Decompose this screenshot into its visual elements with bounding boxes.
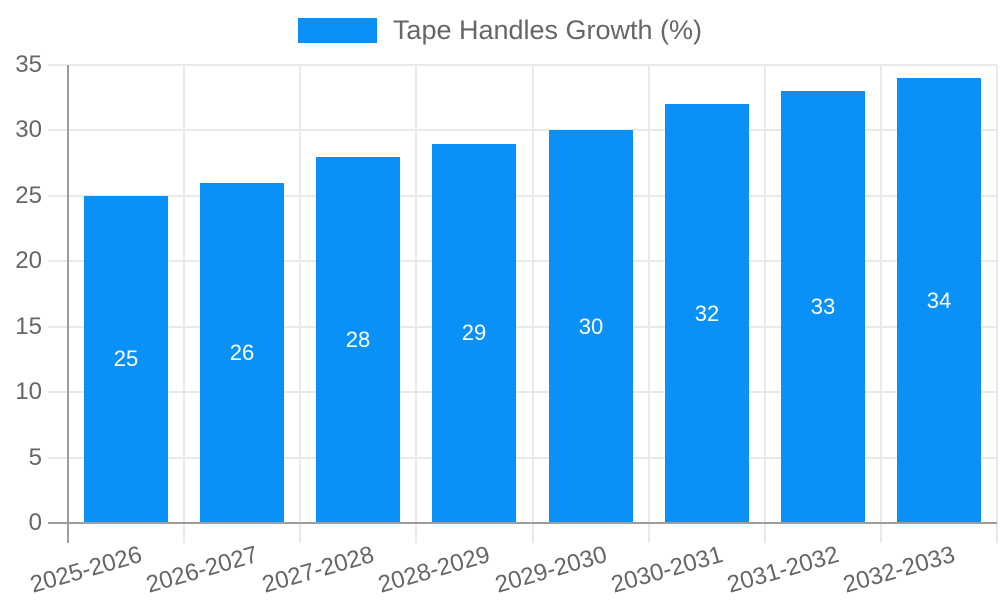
legend-label: Tape Handles Growth (%) [392,15,703,45]
bar-value-label: 28 [345,327,371,352]
gridline-vertical [647,65,650,543]
x-tick-label: 2028-2029 [375,541,494,599]
x-tick-label: 2029-2030 [492,541,611,599]
bar[interactable] [549,130,633,523]
bar[interactable] [897,78,981,523]
x-tick-label: 2030-2031 [608,541,727,599]
gridline-horizontal [48,64,997,66]
gridline-horizontal [48,391,997,394]
gridline-horizontal [48,325,997,328]
gridline-vertical [531,65,534,543]
y-tick-label: 30 [15,116,42,144]
x-tick-label: 2032-2033 [840,541,959,599]
bar-value-label: 30 [578,314,604,339]
bar[interactable] [665,104,749,523]
bar[interactable] [432,143,516,523]
x-axis-line [48,522,997,524]
bar[interactable] [781,91,865,523]
x-tick-label: 2026-2027 [143,541,262,599]
gridline-vertical [299,65,302,543]
gridline-horizontal [48,456,997,459]
y-tick-label: 10 [15,378,42,406]
gridline-vertical [879,65,882,543]
bar[interactable] [84,195,168,523]
gridline-horizontal [48,260,997,263]
gridline-horizontal [48,194,997,197]
x-tick-label: 2027-2028 [259,541,378,599]
bar-value-label: 25 [113,346,139,371]
bar-value-label: 29 [461,320,487,345]
y-tick-label: 15 [15,312,42,340]
gridline-horizontal [48,129,997,132]
y-tick-label: 35 [15,51,42,78]
x-tick-label: 2031-2032 [724,541,843,599]
gridline-vertical [415,65,418,543]
x-tick-label: 2025-2026 [27,541,146,599]
y-tick-label: 5 [28,443,42,471]
y-axis-line [67,65,69,543]
bar[interactable] [200,182,284,523]
gridline-vertical [996,65,998,543]
bar-value-label: 33 [810,294,836,319]
y-tick-label: 25 [15,181,42,209]
y-tick-label: 0 [28,509,42,536]
bar-value-label: 32 [694,301,720,326]
gridline-vertical [183,65,186,543]
bar-value-label: 26 [229,340,255,365]
bar[interactable] [316,156,400,523]
legend-swatch [297,18,377,43]
legend-item[interactable]: Tape Handles Growth (%) [297,15,703,45]
bar-value-label: 34 [926,288,952,313]
legend: Tape Handles Growth (%) [0,17,1000,44]
gridline-vertical [763,65,766,543]
y-tick-label: 20 [15,247,42,275]
